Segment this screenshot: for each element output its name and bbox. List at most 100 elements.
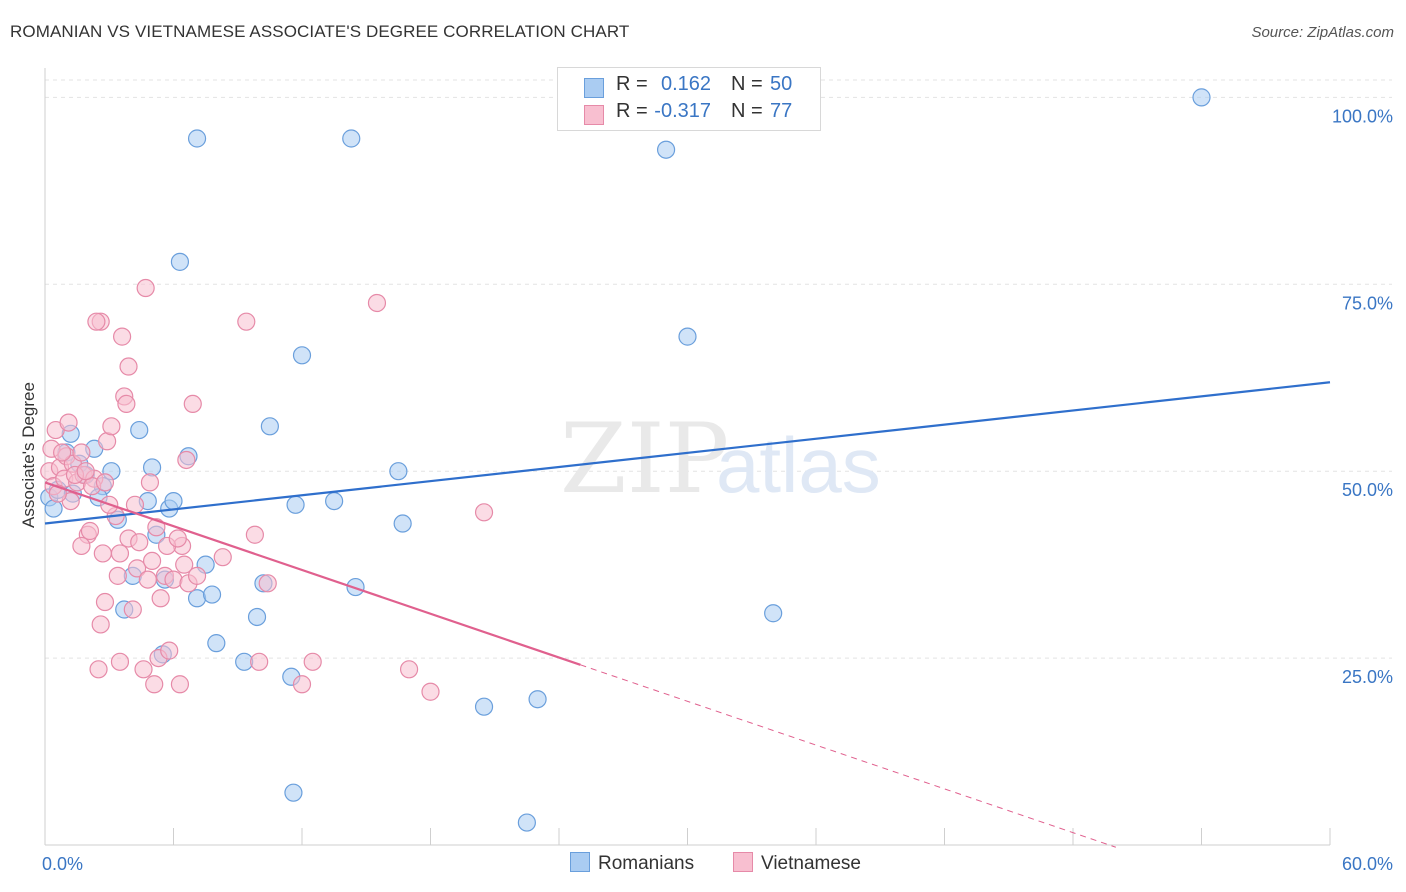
romanian-point — [342, 129, 361, 148]
vietnamese-point — [474, 503, 494, 522]
legend-row-vietnamese: R = -0.317 N = 77 — [558, 100, 820, 128]
r-value: 0.162 — [661, 73, 712, 95]
romanians-swatch — [584, 78, 604, 98]
vietnamese-point — [183, 394, 202, 414]
romanian-point — [389, 462, 408, 481]
y-tick-label: 100.0% — [1332, 106, 1393, 126]
legend-vietnamese: Vietnamese — [733, 852, 861, 875]
vietnamese-point — [164, 570, 183, 589]
vietnamese-point — [160, 641, 179, 660]
chart-title: ROMANIAN VS VIETNAMESE ASSOCIATE'S DEGRE… — [10, 22, 630, 41]
x-tick-label-max: 60.0% — [1342, 854, 1393, 874]
romanian-point — [528, 690, 547, 709]
vietnamese-point — [110, 544, 130, 563]
vietnamese-legend-swatch — [733, 852, 753, 872]
vietnamese-point — [175, 555, 194, 574]
vietnamese-point — [250, 652, 269, 671]
vietnamese-swatch — [584, 105, 604, 125]
vietnamese-point — [95, 473, 115, 492]
romanian-point — [207, 634, 226, 653]
romanian-point — [474, 697, 494, 716]
romanian-point — [1192, 88, 1211, 107]
vietnamese-point — [123, 600, 142, 619]
watermark: ZIP atlas — [560, 403, 881, 515]
n-label: N = — [731, 100, 763, 122]
romanian-point — [678, 327, 697, 346]
vietnamese-point — [80, 521, 100, 541]
r-label: R = — [616, 100, 648, 122]
romanian-point — [187, 129, 207, 148]
vietnamese-point — [89, 660, 108, 679]
vietnamese-point — [399, 660, 419, 679]
romanians-legend-swatch — [570, 852, 590, 872]
vietnamese-point — [127, 559, 147, 578]
romanian-point — [260, 417, 279, 436]
vietnamese-point — [142, 551, 162, 571]
romanians-trend-line — [44, 381, 1331, 525]
vietnamese-point — [76, 462, 95, 481]
legend-row-romanians: R = 0.162 N = 50 — [558, 73, 820, 101]
n-value: 50 — [770, 73, 793, 95]
vietnamese-point — [258, 574, 277, 593]
vietnamese-point — [245, 525, 264, 544]
vietnamese-point — [151, 589, 170, 608]
romanian-point — [44, 499, 63, 518]
vietnamese-point — [87, 312, 106, 331]
n-value: 77 — [770, 100, 793, 122]
romanian-point — [325, 491, 344, 511]
vietnamese-point — [91, 615, 110, 634]
romanian-point — [130, 420, 149, 440]
vietnamese-point — [112, 327, 132, 346]
romanian-point — [247, 607, 267, 627]
y-tick-label: 75.0% — [1342, 293, 1393, 313]
y-axis-title: Associate's Degree — [19, 382, 38, 528]
vietnamese-point — [292, 675, 312, 694]
vietnamese-point — [130, 533, 149, 552]
vietnamese-point — [213, 548, 232, 567]
vietnamese-point — [177, 450, 196, 470]
romanian-point — [292, 346, 312, 365]
romanian-point — [393, 514, 412, 533]
romanian-point — [164, 491, 183, 511]
watermark-zip: ZIP — [560, 403, 729, 515]
vietnamese-legend-label: Vietnamese — [761, 853, 861, 874]
vietnamese-point — [53, 443, 72, 462]
romanian-point — [656, 140, 676, 159]
romanian-point — [202, 585, 222, 604]
r-label: R = — [616, 73, 648, 95]
romanian-point — [284, 783, 303, 802]
y-tick-label: 50.0% — [1342, 480, 1393, 500]
source-credit: Source: ZipAtlas.com — [1251, 24, 1394, 41]
trend-lines — [44, 381, 1331, 848]
romanian-point — [517, 813, 536, 832]
vietnamese-point — [72, 536, 91, 556]
vietnamese-point — [136, 278, 155, 298]
vietnamese-point — [93, 544, 112, 563]
vietnamese-point — [98, 432, 117, 451]
vietnamese-point — [170, 675, 190, 694]
axes — [44, 68, 1331, 846]
romanian-point — [142, 458, 162, 477]
vietnamese-point — [147, 518, 166, 537]
x-tick-label-min: 0.0% — [42, 854, 83, 874]
vietnamese-point — [110, 652, 130, 671]
vietnamese-point — [168, 529, 187, 548]
vietnamese-trend-extension — [580, 664, 1116, 848]
vietnamese-trend-line — [44, 481, 581, 666]
r-value: -0.317 — [654, 100, 711, 122]
y-tick-label: 25.0% — [1342, 667, 1393, 687]
axis-labels: 100.0% 75.0% 50.0% 25.0% 0.0% 60.0% Associate'… — [19, 106, 1393, 874]
vietnamese-point — [95, 592, 115, 612]
vietnamese-point — [145, 675, 164, 694]
romanian-point — [764, 604, 783, 623]
vietnamese-point — [237, 312, 256, 331]
vietnamese-point — [138, 570, 157, 589]
romanian-point — [187, 589, 207, 608]
vietnamese-points — [40, 278, 494, 701]
n-label: N = — [731, 73, 763, 95]
vietnamese-point — [117, 394, 136, 414]
vietnamese-point — [59, 413, 78, 432]
vietnamese-point — [187, 566, 207, 585]
vietnamese-point — [102, 417, 121, 436]
